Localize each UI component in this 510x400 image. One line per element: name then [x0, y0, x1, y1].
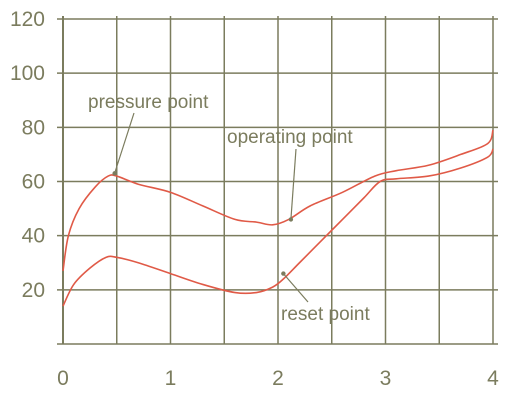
pressure-point-marker	[112, 171, 117, 176]
y-tick-label: 40	[22, 225, 45, 248]
x-tick-label: 1	[165, 367, 177, 390]
series-lines	[62, 129, 494, 307]
series-line-lower	[62, 148, 494, 307]
tick-labels: 20 40 60 80 100 120 0 1 2 3 4	[10, 8, 499, 390]
reset-point-label: reset point	[281, 304, 370, 325]
series-line-upper	[62, 129, 494, 272]
grid-lines	[57, 16, 498, 345]
x-tick-label: 2	[272, 367, 284, 390]
y-tick-label: 100	[10, 62, 45, 85]
x-tick-label: 4	[487, 367, 499, 390]
pressure-point-leader-line	[114, 112, 135, 174]
annotations: pressure point operating point reset point	[88, 92, 370, 325]
operating-point-label: operating point	[227, 127, 353, 148]
reset-point-leader-line	[282, 273, 309, 303]
y-tick-label: 120	[10, 8, 45, 31]
y-tick-label: 20	[22, 279, 45, 302]
pressure-point-label: pressure point	[88, 92, 209, 113]
x-tick-label: 3	[380, 367, 392, 390]
reset-point-marker	[281, 271, 286, 276]
operating-point-leader-line	[290, 148, 297, 220]
y-tick-label: 80	[22, 116, 45, 139]
y-tick-label: 60	[22, 171, 45, 194]
x-tick-label: 0	[57, 367, 69, 390]
operating-point-marker	[288, 217, 294, 222]
